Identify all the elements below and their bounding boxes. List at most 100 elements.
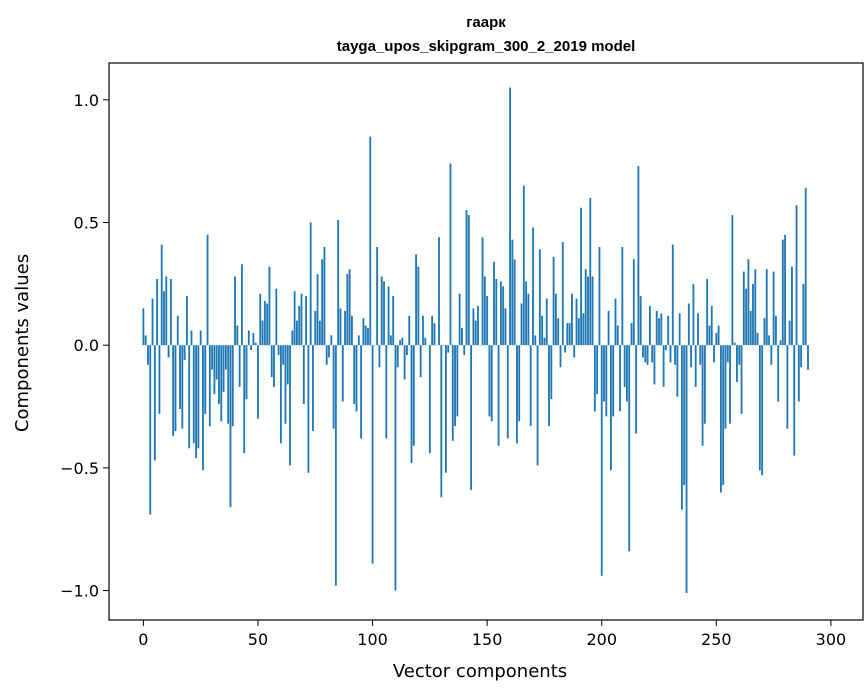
bar-280 — [784, 234, 786, 346]
x-axis-label: Vector components — [393, 661, 567, 682]
bar-28 — [206, 234, 209, 346]
bar-284 — [793, 345, 796, 456]
bar-90 — [348, 269, 351, 346]
bar-258 — [733, 342, 736, 346]
bar-263 — [745, 288, 748, 346]
bar-82 — [330, 335, 333, 346]
bar-156 — [499, 281, 502, 346]
bar-61 — [282, 345, 285, 365]
bar-17 — [181, 345, 184, 429]
bar-108 — [389, 335, 392, 346]
bar-288 — [802, 283, 805, 346]
bar-174 — [541, 315, 544, 346]
bar-217 — [639, 296, 642, 346]
bar-239 — [690, 345, 693, 368]
bar-105 — [383, 281, 385, 346]
bar-165 — [520, 303, 523, 346]
bar-106 — [385, 345, 388, 439]
bar-240 — [692, 283, 695, 346]
bar-30 — [211, 345, 214, 370]
bar-145 — [474, 320, 477, 346]
x-tick-label: 200 — [586, 630, 617, 649]
bar-225 — [658, 318, 660, 346]
bar-201 — [603, 345, 605, 402]
bar-96 — [362, 318, 365, 346]
bar-244 — [701, 345, 704, 446]
bar-98 — [367, 328, 369, 346]
bar-35 — [222, 345, 225, 392]
bar-209 — [621, 247, 624, 346]
bar-99 — [369, 136, 372, 346]
bar-57 — [273, 345, 275, 387]
bar-75 — [314, 310, 317, 346]
bar-109 — [392, 296, 395, 346]
x-axis: 0 50 100 150 200 250 300 — [138, 620, 846, 649]
bar-39 — [231, 345, 234, 427]
bar-80 — [325, 345, 328, 365]
plot-frame — [108, 62, 864, 621]
bar-141 — [465, 210, 468, 346]
bar-224 — [655, 310, 658, 346]
bar-180 — [554, 293, 557, 346]
bar-163 — [516, 345, 518, 444]
bar-274 — [770, 345, 773, 365]
bar-136 — [454, 345, 456, 427]
bar-282 — [788, 320, 791, 346]
bar-231 — [671, 244, 674, 346]
bar-142 — [467, 215, 470, 346]
bar-16 — [179, 345, 181, 409]
bar-6 — [156, 278, 159, 346]
bar-262 — [742, 271, 745, 346]
bar-164 — [518, 345, 521, 422]
y-tick-label: 0.0 — [74, 336, 99, 355]
bar-25 — [199, 330, 202, 346]
bar-26 — [202, 345, 204, 471]
bar-215 — [635, 345, 638, 434]
bar-76 — [316, 274, 319, 346]
bar-254 — [724, 345, 727, 429]
bar-287 — [800, 345, 803, 368]
bar-107 — [387, 286, 390, 346]
bar-191 — [580, 207, 583, 346]
bar-221 — [648, 305, 651, 346]
bar-207 — [616, 325, 619, 346]
bar-8 — [160, 244, 163, 346]
bar-279 — [781, 239, 784, 346]
bar-27 — [204, 345, 207, 414]
bar-19 — [186, 296, 188, 346]
bar-33 — [218, 345, 220, 405]
bar-177 — [548, 345, 550, 427]
bar-116 — [408, 315, 411, 346]
bar-146 — [477, 305, 479, 346]
bar-22 — [192, 345, 195, 444]
x-tick-label: 100 — [357, 630, 388, 649]
bar-266 — [752, 283, 754, 346]
bar-140 — [463, 345, 466, 355]
bar-110 — [394, 345, 397, 591]
bar-277 — [777, 345, 780, 402]
bar-260 — [738, 345, 741, 365]
bar-247 — [708, 325, 711, 346]
bar-270 — [761, 345, 764, 476]
bar-122 — [422, 315, 424, 346]
bar-196 — [591, 276, 594, 346]
bar-15 — [176, 315, 179, 346]
bar-160 — [509, 87, 511, 346]
bar-139 — [461, 328, 463, 346]
bar-13 — [172, 345, 175, 436]
y-axis: −1.0 −0.5 0.0 0.5 1.0 — [60, 91, 109, 601]
bar-91 — [351, 315, 353, 346]
bar-179 — [552, 256, 555, 346]
bar-229 — [667, 315, 670, 346]
bar-2 — [147, 345, 149, 365]
bar-238 — [687, 303, 690, 346]
bar-208 — [619, 345, 621, 412]
bar-222 — [651, 345, 654, 363]
bar-32 — [215, 345, 218, 380]
bar-134 — [449, 163, 452, 346]
bar-153 — [493, 261, 495, 346]
bar-5 — [153, 345, 156, 461]
bar-123 — [424, 337, 427, 346]
bar-167 — [525, 281, 528, 346]
bar-44 — [243, 345, 246, 454]
